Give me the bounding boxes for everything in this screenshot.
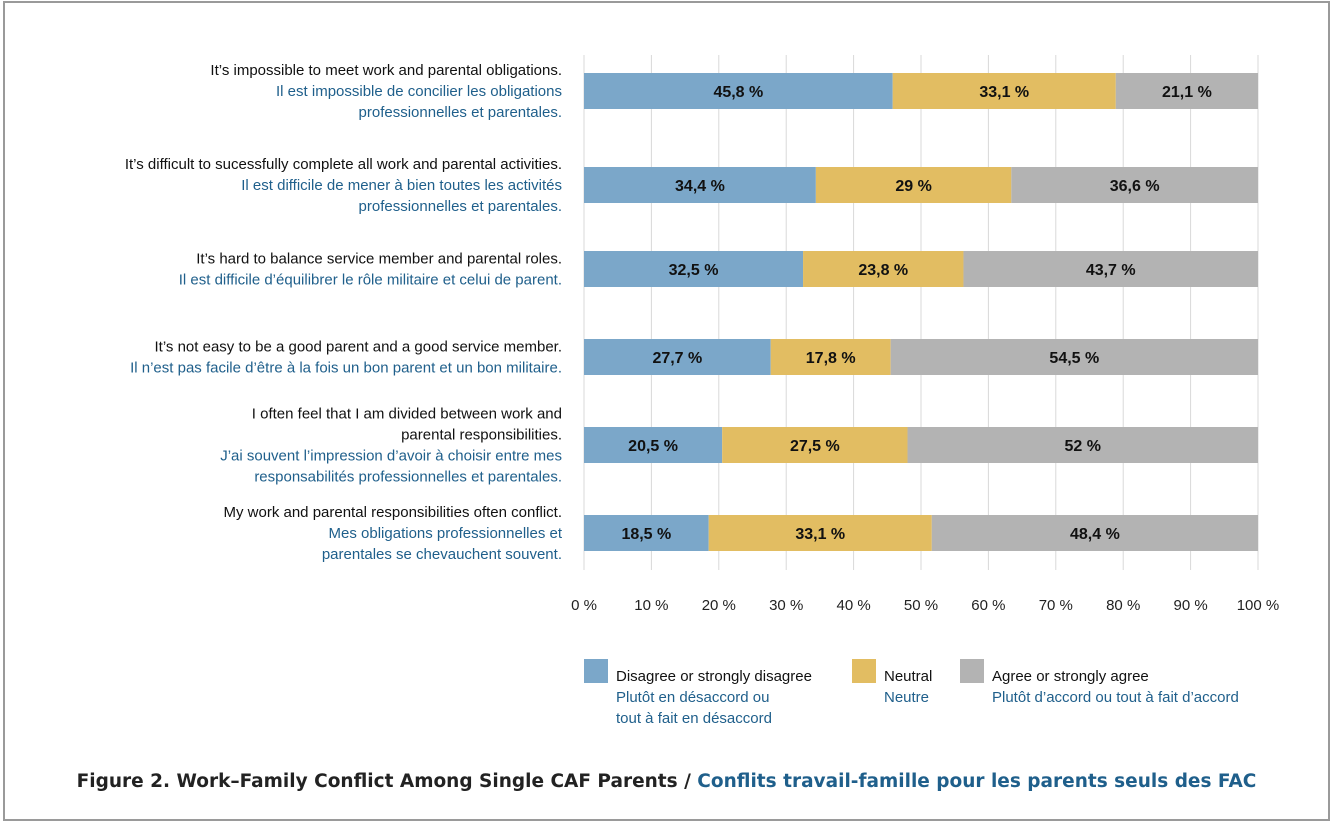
- legend-swatch: [584, 659, 608, 683]
- x-tick-label: 20 %: [702, 597, 736, 614]
- bar-segment: [584, 339, 771, 375]
- bar-segment: [584, 251, 804, 287]
- bar-segment: [584, 427, 723, 463]
- legend-label-en: Disagree or strongly disagree: [616, 668, 812, 685]
- category-label-fr: Il est impossible de concilier les oblig…: [276, 83, 562, 100]
- category-label-fr: parentales se chevauchent souvent.: [322, 546, 562, 563]
- category-label-en: It’s not easy to be a good parent and a …: [155, 339, 562, 356]
- category-label-en: I often feel that I am divided between w…: [252, 406, 562, 423]
- bar-value-label: 43,7 %: [1086, 262, 1136, 279]
- legend-label-fr: Plutôt d’accord ou tout à fait d’accord: [992, 689, 1239, 706]
- x-tick-label: 70 %: [1039, 597, 1073, 614]
- figure-caption: Figure 2. Work–Family Conflict Among Sin…: [0, 771, 1333, 792]
- category-label-en: It’s impossible to meet work and parenta…: [210, 62, 562, 79]
- legend-label-fr: Neutre: [884, 689, 929, 706]
- category-label-en: It’s difficult to sucessfully complete a…: [125, 156, 562, 173]
- legend: Disagree or strongly disagree Plutôt en d…: [584, 659, 1239, 727]
- bar-segment: [1115, 73, 1258, 109]
- x-tick-label: 30 %: [769, 597, 803, 614]
- x-tick-label: 0 %: [571, 597, 597, 614]
- bar-value-label: 45,8 %: [713, 84, 763, 101]
- bars: 45,8 % 33,1 % 21,1 % 34,4 % 29 % 36,6 % 32,5 %…: [584, 73, 1258, 551]
- category-label-en: It’s hard to balance service member and …: [196, 251, 562, 268]
- bar-segment: [584, 167, 816, 203]
- category-label-en: My work and parental responsibilities of…: [224, 504, 563, 521]
- category-label-fr: responsabilités professionnelles et pare…: [254, 469, 562, 486]
- border-rect: [3, 1, 1330, 821]
- bar-value-label: 21,1 %: [1162, 84, 1212, 101]
- bar-value-label: 23,8 %: [858, 262, 908, 279]
- bar-value-label: 17,8 %: [806, 350, 856, 367]
- bar-segment: [892, 73, 1116, 109]
- bar-segment: [584, 515, 709, 551]
- bar-value-label: 29 %: [895, 178, 931, 195]
- x-tick-label: 60 %: [971, 597, 1005, 614]
- category-label-fr: professionnelles et parentales.: [359, 198, 562, 215]
- bar-value-label: 18,5 %: [621, 526, 671, 543]
- x-tick-label: 50 %: [904, 597, 938, 614]
- category-label-fr: J’ai souvent l’impression d’avoir à choi…: [220, 448, 562, 465]
- bar-segment: [907, 427, 1258, 463]
- bar-segment: [722, 427, 908, 463]
- legend-swatch: [960, 659, 984, 683]
- bar-segment: [770, 339, 891, 375]
- bar-value-label: 27,7 %: [652, 350, 702, 367]
- bar-value-label: 52 %: [1065, 438, 1101, 455]
- bar-segment: [815, 167, 1012, 203]
- legend-label-en: Neutral: [884, 668, 932, 685]
- bar-value-label: 33,1 %: [795, 526, 845, 543]
- bar-value-label: 34,4 %: [675, 178, 725, 195]
- bar-value-label: 54,5 %: [1049, 350, 1099, 367]
- bar-segment: [931, 515, 1258, 551]
- caption-english: Figure 2. Work–Family Conflict Among Sin…: [76, 771, 678, 792]
- bar-segment: [1011, 167, 1258, 203]
- bar-segment: [890, 339, 1258, 375]
- legend-label-fr: Plutôt en désaccord ou: [616, 689, 769, 706]
- bar-value-label: 33,1 %: [979, 84, 1029, 101]
- bar-segment: [708, 515, 932, 551]
- bar-segment: [584, 73, 893, 109]
- bar-segment: [963, 251, 1258, 287]
- legend-label-fr: tout à fait en désaccord: [616, 710, 772, 727]
- x-tick-label: 40 %: [836, 597, 870, 614]
- caption-separator: /: [677, 771, 698, 792]
- category-label-fr: Il est difficile de mener à bien toutes …: [241, 177, 562, 194]
- category-label-fr: Mes obligations professionnelles et: [329, 525, 563, 542]
- grid-lines: [583, 55, 1259, 570]
- x-axis-ticks: 0 % 10 % 20 % 30 % 40 % 50 % 60 % 70 % 80 % 90 % 1…: [571, 597, 1279, 614]
- x-tick-label: 90 %: [1173, 597, 1207, 614]
- category-label-fr: professionnelles et parentales.: [359, 104, 562, 121]
- x-tick-label: 100 %: [1237, 597, 1280, 614]
- bar-value-label: 27,5 %: [790, 438, 840, 455]
- caption-french: Conflits travail-famille pour les parent…: [697, 771, 1257, 792]
- category-labels: It’s impossible to meet work and parenta…: [125, 62, 563, 563]
- x-tick-label: 80 %: [1106, 597, 1140, 614]
- figure-border: [3, 1, 1330, 821]
- bar-value-label: 48,4 %: [1070, 526, 1120, 543]
- x-tick-label: 10 %: [634, 597, 668, 614]
- legend-swatch: [852, 659, 876, 683]
- bar-value-label: 20,5 %: [628, 438, 678, 455]
- bar-segment: [803, 251, 964, 287]
- category-label-en: parental responsibilities.: [401, 427, 562, 444]
- category-label-fr: Il n’est pas facile d’être à la fois un …: [130, 360, 562, 377]
- bar-value-label: 32,5 %: [669, 262, 719, 279]
- bar-value-label: 36,6 %: [1110, 178, 1160, 195]
- category-label-fr: Il est difficile d’équilibrer le rôle mi…: [179, 272, 562, 289]
- legend-label-en: Agree or strongly agree: [992, 668, 1149, 685]
